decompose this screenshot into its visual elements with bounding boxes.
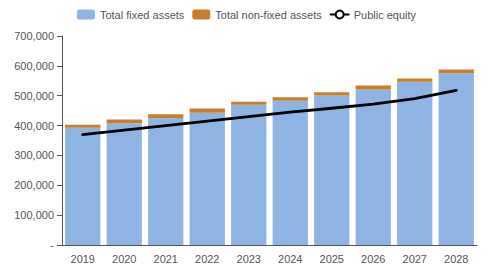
- svg-text:2028: 2028: [444, 253, 468, 265]
- svg-text:Total fixed assets: Total fixed assets: [100, 9, 185, 21]
- svg-text:2019: 2019: [71, 253, 95, 265]
- svg-text:2024: 2024: [278, 253, 302, 265]
- svg-text:2026: 2026: [361, 253, 385, 265]
- svg-text:500,000: 500,000: [14, 90, 54, 102]
- svg-text:400,000: 400,000: [14, 120, 54, 132]
- svg-text:2021: 2021: [154, 253, 178, 265]
- svg-text:-: -: [50, 239, 54, 251]
- svg-text:2025: 2025: [320, 253, 344, 265]
- svg-text:300,000: 300,000: [14, 149, 54, 161]
- svg-text:2022: 2022: [195, 253, 219, 265]
- svg-text:2023: 2023: [237, 253, 261, 265]
- svg-text:Total non-fixed assets: Total non-fixed assets: [215, 9, 322, 21]
- svg-text:600,000: 600,000: [14, 60, 54, 72]
- svg-text:700,000: 700,000: [14, 30, 54, 42]
- svg-text:2027: 2027: [403, 253, 427, 265]
- svg-text:2020: 2020: [112, 253, 136, 265]
- svg-text:Public equity: Public equity: [354, 9, 417, 21]
- svg-text:100,000: 100,000: [14, 209, 54, 221]
- svg-text:200,000: 200,000: [14, 179, 54, 191]
